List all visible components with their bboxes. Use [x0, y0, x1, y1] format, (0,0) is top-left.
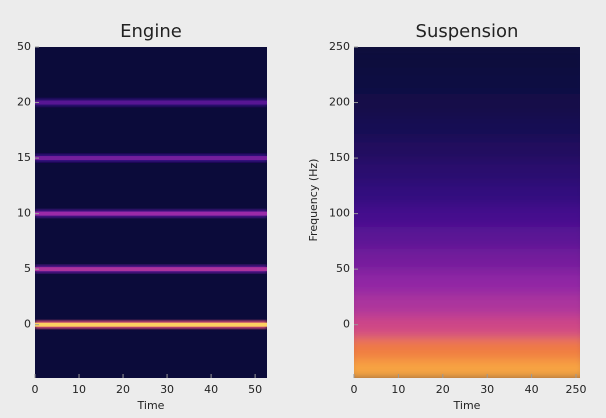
harmonic-line — [35, 267, 267, 272]
frequency-band — [354, 47, 580, 72]
y-tick-label: 50 — [17, 40, 31, 53]
y-tick-label: 0 — [343, 318, 350, 331]
x-tick-label: 10 — [72, 383, 86, 396]
y-tick-label: 150 — [329, 151, 350, 164]
plot-area — [354, 47, 580, 378]
frequency-band — [354, 311, 580, 339]
y-tick-label: 15 — [17, 151, 31, 164]
y-tick-label: 50 — [336, 262, 350, 275]
x-tick-label: 30 — [160, 383, 174, 396]
x-tick-label: 30 — [480, 383, 494, 396]
harmonic-line — [35, 322, 267, 327]
x-tick-label: 20 — [116, 383, 130, 396]
y-tick-label: 5 — [24, 262, 31, 275]
x-tick-label: 10 — [391, 383, 405, 396]
plot-area — [35, 98, 267, 329]
x-tick-label: 50 — [248, 383, 262, 396]
y-tick-label: 200 — [329, 96, 350, 109]
harmonic-line — [35, 211, 267, 216]
x-tick-label: 40 — [525, 383, 539, 396]
x-tick-label: 0 — [351, 383, 358, 396]
frequency-band — [354, 355, 580, 378]
bands — [354, 47, 580, 378]
x-tick-label: 40 — [204, 383, 218, 396]
chart-title: Suspension — [416, 21, 519, 42]
frequency-band — [354, 111, 580, 139]
harmonic-line — [35, 156, 267, 161]
y-tick-label: 20 — [17, 96, 31, 109]
x-axis-label: Time — [453, 399, 481, 412]
chart-title: Engine — [120, 21, 182, 42]
y-tick-label: 100 — [329, 207, 350, 220]
x-tick-label: 250 — [566, 383, 587, 396]
y-tick-label: 10 — [17, 207, 31, 220]
x-axis-label: Time — [137, 399, 165, 412]
y-axis-label: Frequency (Hz) — [307, 159, 320, 242]
harmonic-line — [35, 100, 267, 105]
y-tick-label: 250 — [329, 40, 350, 53]
frequency-band — [354, 89, 580, 116]
y-tick-label: 0 — [24, 318, 31, 331]
x-tick-label: 0 — [32, 383, 39, 396]
x-tick-label: 20 — [436, 383, 450, 396]
